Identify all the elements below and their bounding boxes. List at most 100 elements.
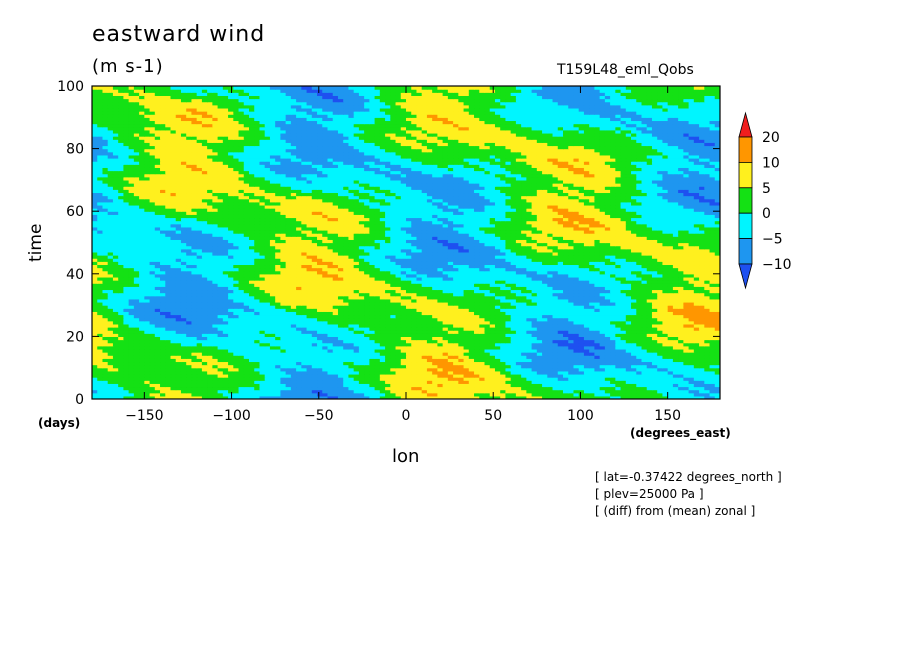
- heatmap-cell: [317, 367, 323, 372]
- heatmap-cell: [447, 345, 454, 350]
- heatmap-cell: [442, 314, 449, 319]
- heatmap-cell: [290, 370, 297, 375]
- heatmap-cell: [385, 395, 391, 399]
- heatmap-cell: [400, 370, 407, 375]
- heatmap-cell: [243, 330, 250, 334]
- heatmap-cell: [254, 380, 261, 384]
- heatmap-cell: [542, 320, 548, 325]
- heatmap-cell: [641, 395, 648, 399]
- heatmap-cell: [479, 320, 486, 325]
- heatmap-cell: [447, 358, 454, 363]
- heatmap-cell: [249, 336, 255, 341]
- heatmap-cell: [400, 345, 407, 350]
- heatmap-cell: [604, 367, 611, 372]
- heatmap-cell: [102, 348, 109, 353]
- heatmap-cell: [662, 314, 669, 319]
- heatmap-cell: [594, 308, 601, 312]
- heatmap-cell: [421, 345, 428, 350]
- heatmap-cell: [510, 308, 517, 312]
- heatmap-cell: [207, 308, 213, 312]
- heatmap-cell: [547, 348, 554, 353]
- heatmap-cell: [343, 320, 350, 325]
- heatmap-cell: [222, 348, 229, 353]
- heatmap-cell: [154, 323, 161, 328]
- heatmap-cell: [479, 311, 486, 316]
- heatmap-cell: [426, 327, 433, 331]
- heatmap-cell: [306, 386, 313, 391]
- heatmap-cell: [123, 361, 130, 366]
- heatmap-cell: [207, 380, 213, 384]
- heatmap-cell: [180, 317, 187, 322]
- heatmap-cell: [102, 327, 109, 331]
- heatmap-cell: [510, 317, 517, 322]
- heatmap-cell: [285, 383, 292, 388]
- heatmap-cell: [280, 323, 287, 328]
- heatmap-cell: [699, 386, 705, 391]
- heatmap-cell: [285, 361, 292, 366]
- heatmap-cell: [332, 342, 339, 347]
- heatmap-cell: [662, 364, 669, 369]
- heatmap-cell: [395, 330, 402, 334]
- heatmap-cell: [536, 323, 543, 328]
- heatmap-cell: [510, 361, 517, 366]
- heatmap-cell: [238, 361, 245, 366]
- heatmap-cell: [542, 339, 548, 344]
- heatmap-cell: [165, 342, 172, 347]
- heatmap-cell: [620, 367, 627, 372]
- heatmap-cell: [620, 389, 627, 394]
- heatmap-cell: [615, 342, 622, 347]
- heatmap-cell: [426, 330, 433, 334]
- heatmap-cell: [583, 361, 590, 366]
- heatmap-cell: [416, 314, 423, 319]
- heatmap-cell: [217, 383, 224, 388]
- heatmap-cell: [494, 333, 501, 337]
- heatmap-cell: [442, 386, 449, 391]
- heatmap-cell: [118, 308, 124, 312]
- heatmap-cell: [379, 380, 386, 384]
- heatmap-cell: [521, 377, 527, 381]
- heatmap-cell: [128, 348, 135, 353]
- heatmap-cell: [583, 345, 590, 350]
- heatmap-cell: [563, 377, 569, 381]
- heatmap-cell: [249, 358, 255, 363]
- heatmap-cell: [568, 361, 575, 366]
- heatmap-cell: [369, 320, 376, 325]
- heatmap-cell: [526, 320, 533, 325]
- heatmap-cell: [521, 336, 527, 341]
- heatmap-cell: [406, 370, 412, 375]
- heatmap-cell: [238, 355, 245, 359]
- heatmap-cell: [714, 395, 720, 399]
- heatmap-cell: [604, 364, 611, 369]
- heatmap-cell: [631, 320, 637, 325]
- heatmap-cell: [693, 389, 700, 394]
- heatmap-cell: [699, 389, 705, 394]
- heatmap-cell: [112, 367, 119, 372]
- heatmap-cell: [275, 395, 281, 399]
- heatmap-cell: [714, 330, 720, 334]
- heatmap-cell: [264, 327, 271, 331]
- heatmap-cell: [542, 380, 548, 384]
- heatmap-cell: [563, 305, 569, 309]
- heatmap-cell: [484, 361, 491, 366]
- heatmap-cell: [474, 355, 480, 359]
- heatmap-cell: [379, 364, 386, 369]
- heatmap-cell: [149, 370, 156, 375]
- heatmap-cell: [186, 383, 193, 388]
- heatmap-cell: [599, 317, 606, 322]
- heatmap-cell: [107, 389, 114, 394]
- heatmap-cell: [306, 395, 313, 399]
- heatmap-cell: [123, 377, 130, 381]
- heatmap-cell: [573, 395, 580, 399]
- heatmap-cell: [337, 336, 344, 341]
- heatmap-cell: [154, 336, 161, 341]
- heatmap-cell: [411, 380, 418, 384]
- heatmap-cell: [515, 377, 522, 381]
- heatmap-cell: [228, 311, 234, 316]
- heatmap-cell: [604, 323, 611, 328]
- heatmap-cell: [92, 395, 98, 399]
- heatmap-cell: [107, 373, 114, 378]
- heatmap-cell: [269, 373, 276, 378]
- heatmap-cell: [631, 361, 637, 366]
- heatmap-cell: [651, 339, 658, 344]
- heatmap-cell: [175, 392, 182, 397]
